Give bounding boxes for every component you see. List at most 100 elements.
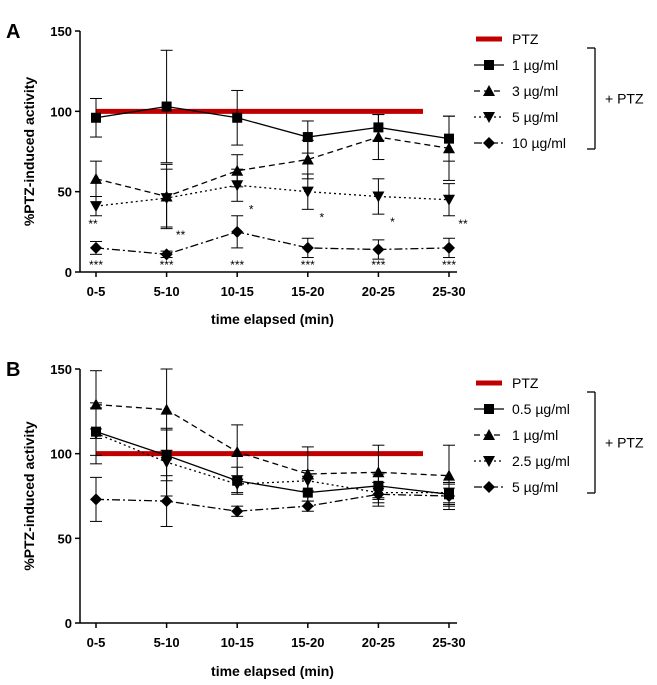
significance-marker: *** bbox=[371, 258, 385, 272]
data-point bbox=[301, 186, 314, 198]
legend-marker bbox=[484, 404, 494, 414]
data-point bbox=[372, 466, 385, 478]
series-line bbox=[95, 136, 450, 198]
data-point bbox=[301, 475, 314, 487]
data-point bbox=[90, 241, 102, 254]
legend-marker bbox=[483, 456, 495, 467]
x-tick-label: 10-15 bbox=[221, 635, 254, 650]
x-tick-label: 0-5 bbox=[87, 635, 106, 650]
data-point bbox=[232, 112, 243, 123]
series-2 bbox=[90, 114, 455, 230]
series-1 bbox=[90, 407, 455, 507]
significance-marker: *** bbox=[230, 258, 244, 272]
series-line bbox=[95, 432, 449, 494]
data-point bbox=[231, 479, 244, 491]
data-point bbox=[443, 490, 455, 502]
data-point bbox=[90, 493, 102, 506]
panel-letter: B bbox=[6, 359, 20, 381]
significance-marker: *** bbox=[442, 258, 456, 272]
legend-label: 5 µg/ml bbox=[512, 479, 558, 495]
x-tick-label: 25-30 bbox=[432, 635, 465, 650]
legend: PTZ 1 µg/ml 3 µg/ml 5 µg/ml 10 µg/ml + PTZ bbox=[474, 31, 644, 151]
data-point bbox=[160, 248, 173, 261]
significance-marker: ** bbox=[176, 228, 186, 242]
data-point bbox=[231, 445, 244, 457]
legend-marker bbox=[484, 60, 494, 70]
series-line bbox=[95, 184, 450, 207]
y-tick-label: 150 bbox=[50, 362, 72, 377]
y-axis-label: %PTZ-induced activity bbox=[21, 77, 37, 227]
data-point bbox=[302, 132, 313, 143]
bracket-label: + PTZ bbox=[605, 435, 644, 451]
legend-label: 3 µg/ml bbox=[512, 83, 558, 99]
data-point bbox=[160, 403, 173, 415]
series-line bbox=[95, 403, 450, 477]
y-axis-label: %PTZ-induced activity bbox=[21, 421, 37, 571]
legend-label-ptz: PTZ bbox=[512, 31, 539, 47]
x-tick-label: 15-20 bbox=[291, 635, 324, 650]
data-point bbox=[301, 153, 314, 165]
data-point bbox=[160, 457, 173, 469]
x-tick-label: 0-5 bbox=[87, 284, 106, 299]
data-point bbox=[160, 193, 173, 205]
data-point bbox=[443, 469, 455, 481]
legend-label-ptz: PTZ bbox=[512, 375, 539, 391]
data-point bbox=[372, 191, 385, 203]
y-tick-label: 50 bbox=[58, 185, 72, 200]
significance-marker: ** bbox=[458, 217, 468, 231]
y-tick-label: 100 bbox=[50, 104, 72, 119]
y-tick-label: 0 bbox=[65, 616, 72, 631]
x-tick-label: 20-25 bbox=[362, 284, 395, 299]
data-point bbox=[161, 101, 172, 112]
legend-label: 1 µg/ml bbox=[512, 57, 558, 73]
legend-label: 5 µg/ml bbox=[512, 109, 558, 125]
panel-a: A 0 50 100 150 0-5 5-10 10-15 15-20 20-25 25-30 %PT… bbox=[6, 21, 644, 327]
series-4: *** *** *** *** *** *** bbox=[89, 215, 456, 272]
data-point bbox=[443, 142, 455, 154]
panel-b: B 0 50 100 150 0-5 5-10 10-15 15-20 20-25 25-30 %PT… bbox=[6, 359, 644, 679]
series-3: ****** * ** bbox=[88, 168, 468, 242]
data-point bbox=[372, 243, 385, 256]
legend-marker bbox=[483, 481, 495, 493]
x-axis-label: time elapsed (min) bbox=[211, 663, 334, 679]
y-tick-label: 50 bbox=[58, 531, 72, 546]
legend-label: 1 µg/ml bbox=[512, 427, 558, 443]
significance-marker: * bbox=[249, 202, 254, 216]
x-axis-label: time elapsed (min) bbox=[211, 311, 334, 327]
data-point bbox=[301, 241, 314, 254]
x-tick-label: 5-10 bbox=[154, 284, 180, 299]
data-point bbox=[90, 172, 102, 184]
data-point bbox=[231, 180, 244, 192]
series-3 bbox=[90, 402, 455, 504]
x-tick-label: 10-15 bbox=[221, 284, 254, 299]
data-point bbox=[372, 488, 385, 501]
legend-marker bbox=[483, 112, 495, 123]
series-4 bbox=[90, 475, 455, 527]
y-tick-label: 0 bbox=[65, 265, 72, 280]
x-tick-label: 15-20 bbox=[291, 284, 324, 299]
significance-marker: * bbox=[390, 215, 395, 229]
series-line bbox=[95, 493, 450, 512]
significance-marker: *** bbox=[301, 258, 315, 272]
series-1 bbox=[90, 49, 455, 164]
panel-letter: A bbox=[6, 21, 20, 43]
data-point bbox=[443, 194, 455, 206]
significance-marker: * bbox=[319, 210, 324, 224]
data-point bbox=[90, 428, 102, 440]
data-point bbox=[160, 495, 173, 508]
x-tick-label: 20-25 bbox=[362, 635, 395, 650]
bracket-label: + PTZ bbox=[605, 91, 644, 107]
data-point bbox=[443, 241, 455, 254]
series-line bbox=[95, 105, 450, 140]
x-tick-label: 5-10 bbox=[154, 635, 180, 650]
y-tick-label: 100 bbox=[50, 447, 72, 462]
legend: PTZ 0.5 µg/ml 1 µg/ml 2.5 µg/ml 5 µg/ml + PTZ bbox=[474, 375, 644, 495]
significance-marker: ** bbox=[88, 217, 98, 231]
data-point bbox=[301, 500, 314, 513]
data-point bbox=[231, 505, 244, 518]
series-line bbox=[95, 231, 450, 255]
legend-label: 10 µg/ml bbox=[512, 135, 566, 151]
x-tick-label: 25-30 bbox=[432, 284, 465, 299]
